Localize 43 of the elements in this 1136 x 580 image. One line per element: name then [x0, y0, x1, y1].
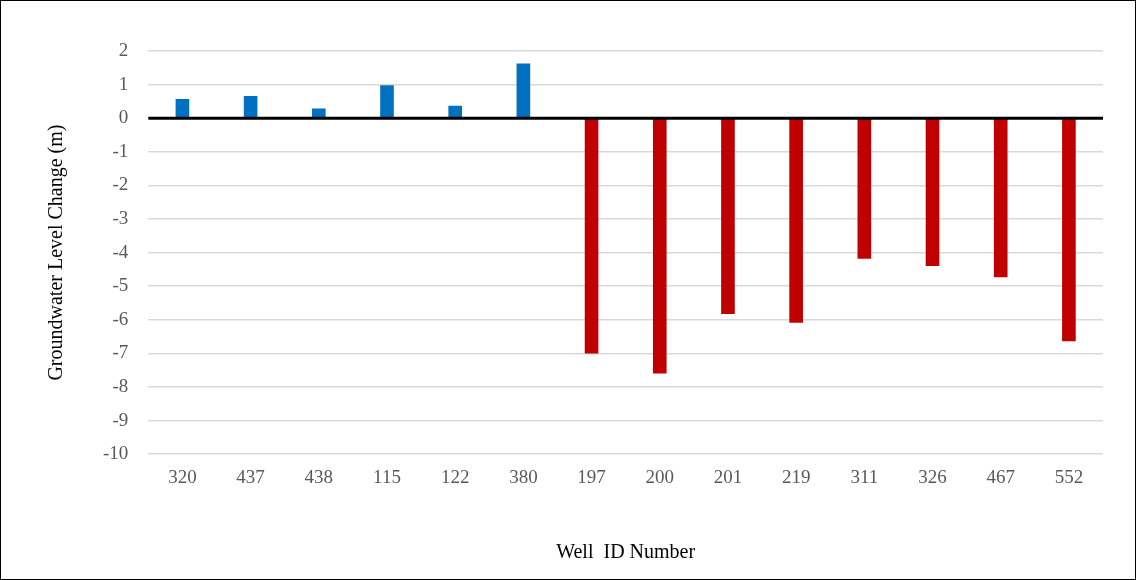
- bar: [993, 118, 1008, 278]
- y-tick-label: -6: [112, 307, 129, 329]
- bar: [721, 118, 735, 315]
- x-tick-label: 552: [1054, 465, 1084, 487]
- x-tick-label: 311: [850, 465, 879, 487]
- y-tick-label: 0: [118, 106, 129, 128]
- x-tick-label: 219: [781, 465, 811, 487]
- bar: [584, 118, 599, 354]
- y-tick-label: -10: [103, 442, 129, 464]
- bar: [175, 99, 190, 118]
- x-tick-label: 467: [986, 465, 1015, 487]
- bar: [311, 108, 326, 118]
- bar: [789, 118, 803, 323]
- x-tick-label: 122: [440, 465, 470, 487]
- y-tick-label: -4: [112, 240, 129, 262]
- y-tick-label: -3: [112, 206, 129, 228]
- y-tick-label: 2: [118, 38, 129, 60]
- bar: [380, 85, 394, 118]
- x-axis-title: Well ID Number: [556, 540, 696, 563]
- bar: [857, 118, 872, 259]
- x-tick-label: 437: [236, 465, 265, 487]
- y-tick-label: -9: [112, 408, 129, 430]
- y-tick-label: -5: [112, 274, 129, 296]
- bar: [1062, 118, 1076, 342]
- x-tick-label: 201: [713, 465, 743, 487]
- x-tick-label: 326: [918, 465, 947, 487]
- bar: [652, 118, 667, 374]
- bar: [448, 105, 463, 118]
- y-tick-label: -2: [112, 173, 129, 195]
- x-tick-label: 200: [645, 465, 675, 487]
- y-tick-label: 1: [118, 72, 129, 94]
- bar: [243, 96, 258, 118]
- y-tick-label: -7: [112, 341, 129, 363]
- x-tick-label: 380: [509, 465, 538, 487]
- x-tick-label: 320: [168, 465, 197, 487]
- bar: [516, 63, 531, 118]
- x-tick-label: 438: [304, 465, 334, 487]
- bar: [925, 118, 940, 267]
- y-tick-label: -8: [112, 374, 129, 396]
- y-tick-label: -1: [112, 139, 129, 161]
- x-tick-label: 115: [373, 465, 401, 487]
- x-tick-label: 197: [577, 465, 606, 487]
- y-axis-title: Groundwater Level Change (m): [44, 124, 68, 381]
